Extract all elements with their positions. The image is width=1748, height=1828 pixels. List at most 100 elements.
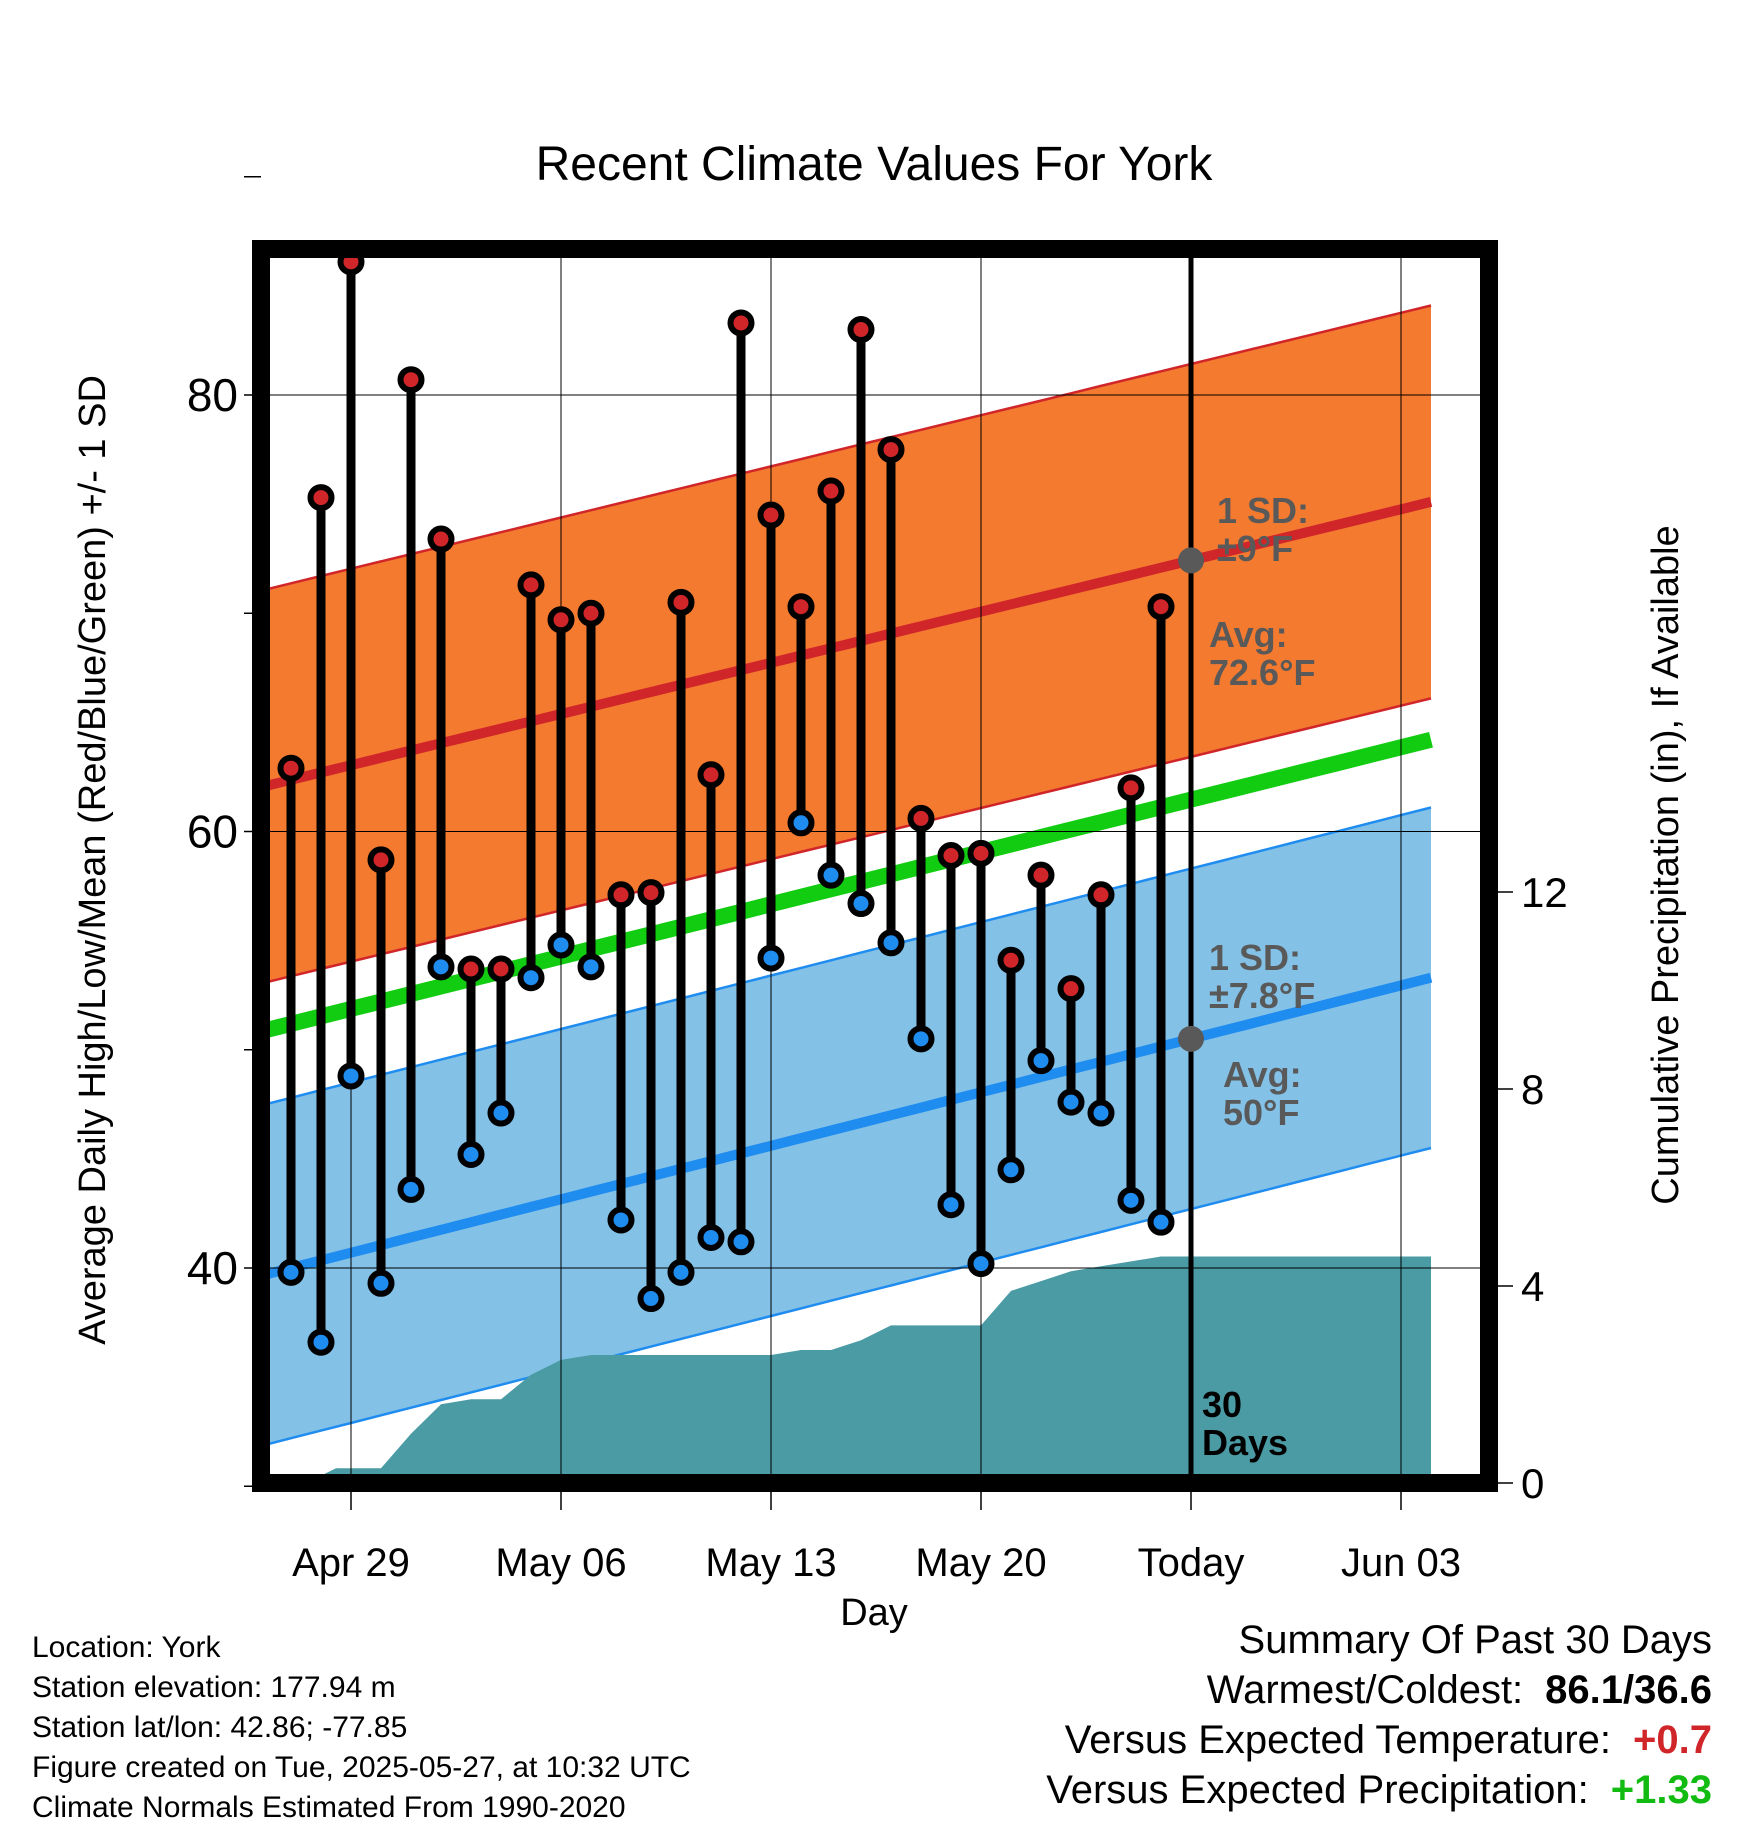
temperature-anomaly-label: Versus Expected Temperature: bbox=[1064, 1718, 1612, 1762]
extremes-value: 86.1/36.6 bbox=[1545, 1668, 1712, 1712]
low-avg-annotation-line: 50°F bbox=[1223, 1092, 1299, 1133]
daily-high-point bbox=[787, 593, 815, 621]
summary-row-extremes: Warmest/Coldest: 86.1/36.6 bbox=[1046, 1665, 1712, 1715]
daily-high-point bbox=[547, 606, 575, 634]
high-sd-upper-edge bbox=[261, 304, 1432, 592]
daily-low-point bbox=[787, 809, 815, 837]
summary-row-precipitation: Versus Expected Precipitation: +1.33 bbox=[1046, 1765, 1712, 1815]
daily-high-point bbox=[967, 839, 995, 867]
cumulative-precipitation-area bbox=[306, 1256, 1431, 1483]
temperature-anomaly-value: +0.7 bbox=[1633, 1718, 1712, 1762]
high-sd-annotation: 1 SD: ±9°F bbox=[1217, 490, 1309, 569]
daily-high-point bbox=[997, 946, 1025, 974]
precipitation-anomaly-label: Versus Expected Precipitation: bbox=[1046, 1768, 1589, 1812]
daily-low-point bbox=[847, 890, 875, 918]
high-avg-annotation: Avg: 72.6°F bbox=[1209, 614, 1315, 693]
low-sd-lower-edge bbox=[261, 1146, 1432, 1448]
precipitation-anomaly-value: +1.33 bbox=[1610, 1768, 1712, 1812]
window-annotation-line: Days bbox=[1202, 1422, 1288, 1463]
daily-high-point bbox=[937, 842, 965, 870]
y2-tick-label: 0 bbox=[1521, 1460, 1544, 1507]
extremes-label: Warmest/Coldest: bbox=[1206, 1668, 1524, 1712]
daily-high-point bbox=[727, 309, 755, 337]
summary-panel: Summary Of Past 30 Days Warmest/Coldest:… bbox=[1046, 1615, 1712, 1815]
window-annotation: 30 Days bbox=[1202, 1384, 1288, 1463]
daily-low-point bbox=[967, 1250, 995, 1278]
location-text: Location: York bbox=[32, 1631, 221, 1664]
daily-high-point bbox=[1147, 593, 1175, 621]
daily-low-point bbox=[697, 1223, 725, 1251]
daily-high-point bbox=[1087, 881, 1115, 909]
created-text: Figure created on Tue, 2025-05-27, at 10… bbox=[32, 1751, 691, 1784]
daily-high-point bbox=[397, 366, 425, 394]
elevation-text: Station elevation: 177.94 m bbox=[32, 1671, 396, 1704]
x-tick-label: May 06 bbox=[495, 1541, 626, 1585]
daily-high-point bbox=[367, 846, 395, 874]
daily-low-point bbox=[817, 861, 845, 889]
normals-text: Climate Normals Estimated From 1990-2020 bbox=[32, 1791, 626, 1824]
x-tick-label: May 13 bbox=[705, 1541, 836, 1585]
y2-axis-label: Cumulative Precipitation (in), If Availa… bbox=[1645, 525, 1687, 1204]
daily-low-point bbox=[1087, 1099, 1115, 1127]
daily-low-point bbox=[277, 1258, 305, 1286]
high-avg-annotation-line: 72.6°F bbox=[1209, 652, 1315, 693]
daily-low-point bbox=[367, 1269, 395, 1297]
daily-high-point bbox=[487, 955, 515, 983]
daily-low-point bbox=[427, 953, 455, 981]
low-sd-annotation: 1 SD: ±7.8°F bbox=[1209, 937, 1315, 1016]
daily-low-point bbox=[997, 1156, 1025, 1184]
daily-high-point bbox=[517, 571, 545, 599]
daily-high-point bbox=[307, 484, 335, 512]
daily-high-point bbox=[1117, 774, 1145, 802]
daily-high-point bbox=[907, 804, 935, 832]
high-avg-annotation-line: Avg: bbox=[1209, 614, 1288, 655]
daily-high-point bbox=[577, 599, 605, 627]
daily-low-point bbox=[877, 929, 905, 957]
daily-high-point bbox=[757, 501, 785, 529]
daily-low-point bbox=[607, 1206, 635, 1234]
low-sd-annotation-line: 1 SD: bbox=[1209, 937, 1301, 978]
daily-low-point bbox=[457, 1141, 485, 1169]
daily-high-point bbox=[697, 761, 725, 789]
summary-row-temperature: Versus Expected Temperature: +0.7 bbox=[1046, 1715, 1712, 1765]
normal-low-line bbox=[261, 972, 1433, 1281]
daily-high-point bbox=[877, 436, 905, 464]
y-axis-label: Average Daily High/Low/Mean (Red/Blue/Gr… bbox=[72, 375, 114, 1345]
daily-low-point bbox=[1057, 1088, 1085, 1116]
daily-high-point bbox=[637, 879, 665, 907]
plot-frame bbox=[252, 240, 1498, 1492]
x-tick-label: Jun 03 bbox=[1341, 1541, 1461, 1585]
high-sd-annotation-line: 1 SD: bbox=[1217, 490, 1309, 531]
daily-high-point bbox=[1027, 861, 1055, 889]
x-tick-label: May 20 bbox=[915, 1541, 1046, 1585]
daily-high-point bbox=[427, 525, 455, 553]
daily-low-point bbox=[307, 1328, 335, 1356]
daily-low-point bbox=[487, 1099, 515, 1127]
daily-low-point bbox=[517, 964, 545, 992]
x-tick-label: Today bbox=[1138, 1541, 1245, 1585]
daily-low-point bbox=[547, 931, 575, 959]
y-tick-label: 60 bbox=[187, 806, 238, 858]
y-tick-label: 40 bbox=[187, 1242, 238, 1294]
daily-high-point bbox=[667, 588, 695, 616]
daily-high-point bbox=[847, 316, 875, 344]
daily-low-point bbox=[637, 1285, 665, 1313]
daily-high-point bbox=[1057, 975, 1085, 1003]
daily-low-point bbox=[1117, 1186, 1145, 1214]
daily-low-point bbox=[397, 1175, 425, 1203]
daily-low-point bbox=[577, 953, 605, 981]
daily-low-point bbox=[337, 1062, 365, 1090]
today-low-avg-marker bbox=[1178, 1025, 1204, 1052]
x-tick-label: Apr 29 bbox=[292, 1541, 410, 1585]
daily-high-point bbox=[607, 881, 635, 909]
daily-low-point bbox=[1027, 1047, 1055, 1075]
low-avg-annotation: Avg: 50°F bbox=[1223, 1054, 1302, 1133]
station-info: Location: York Station elevation: 177.94… bbox=[32, 1628, 691, 1828]
low-avg-annotation-line: Avg: bbox=[1223, 1054, 1302, 1095]
x-axis-label: Day bbox=[840, 1592, 908, 1634]
daily-high-point bbox=[457, 955, 485, 983]
today-high-avg-marker bbox=[1178, 547, 1204, 574]
